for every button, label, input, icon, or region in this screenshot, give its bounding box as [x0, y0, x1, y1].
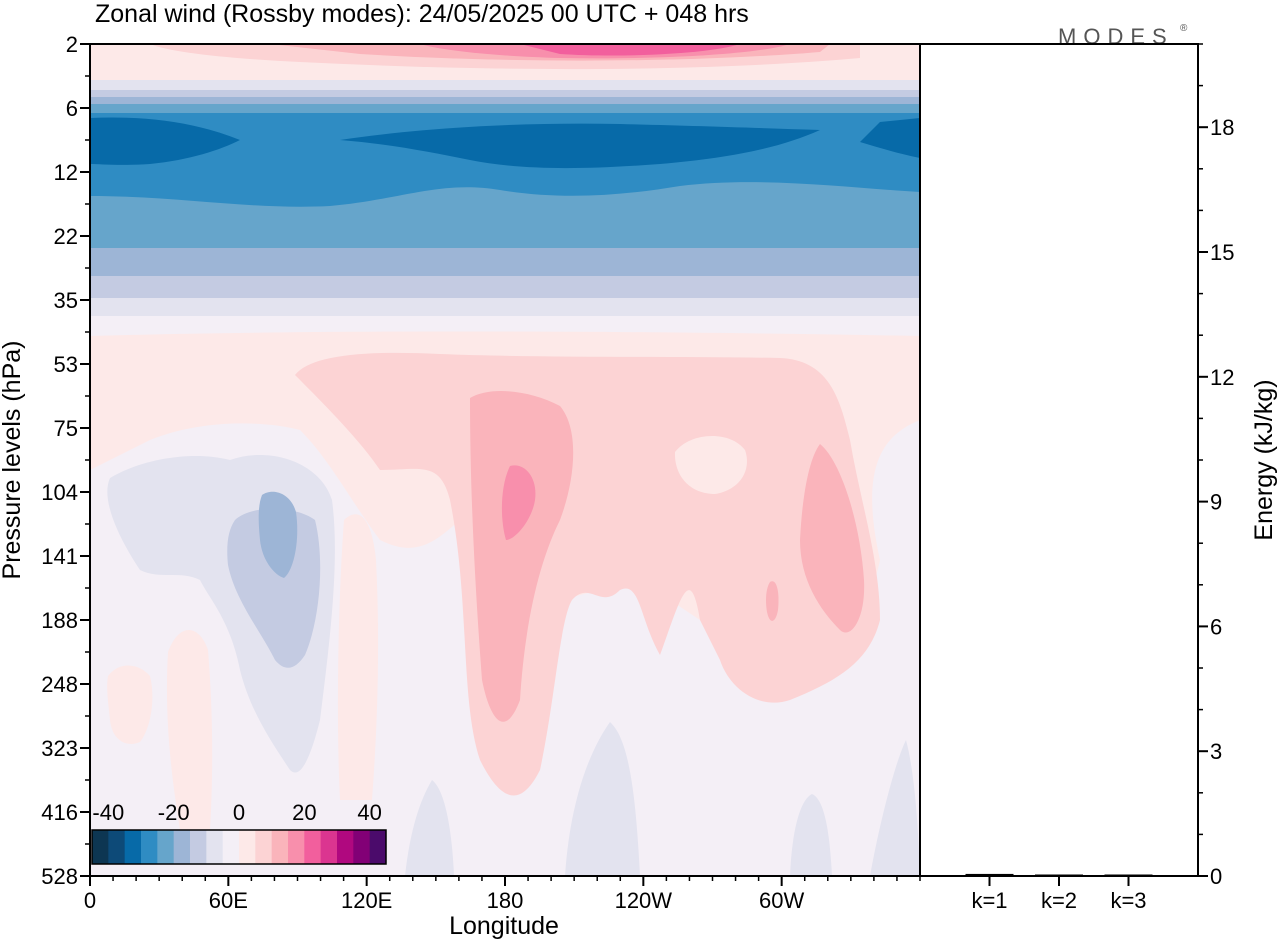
brand-registered-mark: ® — [1180, 23, 1188, 34]
colorbar-swatch — [288, 830, 305, 864]
colorbar-swatch — [320, 830, 338, 864]
y-tick-label: 12 — [54, 160, 78, 185]
energy-bars — [965, 873, 1153, 876]
contour-lower-easterly-3 — [790, 794, 832, 876]
colorbar-tick-label: 0 — [233, 800, 245, 825]
y-tick-label: 188 — [41, 608, 78, 633]
y-tick-label: 53 — [54, 352, 78, 377]
colorbar-tick-label: -20 — [158, 800, 190, 825]
contour-easterly-pocket-mid — [227, 508, 321, 668]
wavenumber-axis: k=1 k=2 k=3 — [971, 876, 1147, 913]
longitude-axis: 0 60E 120E 180 120W 60W — [84, 876, 921, 913]
contour-transition-3 — [90, 97, 920, 105]
energy-tick-label: 3 — [1210, 739, 1222, 764]
colorbar: -40 -20 0 20 40 — [91, 800, 387, 865]
colorbar-swatch — [206, 830, 224, 864]
energy-tick-label: 18 — [1210, 115, 1234, 140]
contour-lower-easterly-1 — [405, 780, 454, 876]
energy-bar — [965, 873, 1014, 876]
colorbar-swatch — [239, 830, 256, 864]
colorbar-swatch — [108, 830, 126, 864]
colorbar-swatch — [141, 830, 158, 864]
energy-tick-label: 6 — [1210, 614, 1222, 639]
contour-lower-easterly-2 — [90, 276, 920, 298]
x-tick-label: 180 — [487, 888, 524, 913]
energy-tick-label: 9 — [1210, 490, 1222, 515]
colorbar-swatch — [353, 830, 371, 864]
y-tick-label: 2 — [66, 32, 78, 57]
colorbar-swatch — [190, 830, 207, 864]
contour-easterly-pocket-core — [258, 491, 298, 578]
chart-title: Zonal wind (Rossby modes): 24/05/2025 00… — [95, 0, 749, 28]
y-tick-label: 6 — [66, 96, 78, 121]
x-axis-label: Longitude — [449, 912, 559, 940]
pressure-axis: 2 6 12 22 35 53 75 104 141 188 248 323 416 528 — [41, 32, 90, 889]
contour-lower-easterly-3 — [90, 298, 920, 316]
energy-bar — [1104, 874, 1153, 876]
contour-transition-2 — [90, 90, 920, 98]
contour-easterly-jet-inner-1 — [90, 117, 240, 165]
colorbar-swatch — [222, 830, 240, 864]
colorbar-swatch — [92, 830, 109, 864]
y-tick-label: 248 — [41, 672, 78, 697]
energy-axis-label: Energy (kJ/kg) — [1250, 379, 1278, 540]
y-tick-label: 35 — [54, 288, 78, 313]
contour-lower-westerly-2 — [166, 629, 213, 830]
colorbar-swatch — [271, 830, 289, 864]
contour-lower-westerly-1 — [107, 665, 153, 744]
x-tick-label: 120W — [615, 888, 673, 913]
y-tick-label: 75 — [54, 416, 78, 441]
y-tick-label: 323 — [41, 736, 78, 761]
colorbar-swatch — [369, 830, 387, 864]
contour-westerly-max-1 — [470, 391, 574, 722]
y-tick-label: 141 — [41, 544, 78, 569]
contour-upper-westerly-4 — [520, 44, 740, 56]
brand-logo: MODES — [1058, 24, 1174, 49]
contour-lower-easterly-4 — [870, 740, 920, 876]
y-tick-label: 416 — [41, 800, 78, 825]
energy-tick-label: 15 — [1210, 240, 1234, 265]
x-tick-label: 0 — [84, 888, 96, 913]
contour-easterly-jet-inner-3 — [860, 118, 920, 158]
contour-lower-easterly-2 — [565, 722, 640, 876]
bar-category-label: k=1 — [971, 888, 1007, 913]
contour-transition-4 — [90, 104, 920, 112]
contour-weak-pocket — [674, 435, 747, 494]
contour-transition-1 — [90, 80, 920, 92]
bar-category-label: k=3 — [1110, 888, 1146, 913]
y-tick-label: 528 — [41, 864, 78, 889]
bar-category-label: k=2 — [1041, 888, 1077, 913]
energy-panel-frame — [919, 43, 1199, 877]
contour-lower-easterly-1 — [90, 248, 920, 276]
energy-axis: 0 3 6 9 12 15 18 — [1198, 43, 1234, 889]
colorbar-swatch — [337, 830, 354, 864]
y-tick-label: 104 — [41, 480, 78, 505]
contour-easterly-jet-inner-2 — [340, 123, 820, 169]
contour-westerly-max-3 — [766, 581, 779, 621]
colorbar-tick-label: 40 — [357, 800, 381, 825]
y-axis-label: Pressure levels (hPa) — [0, 341, 26, 580]
contour-lower-westerly-3 — [337, 514, 379, 800]
colorbar-tick-label: 20 — [292, 800, 316, 825]
colorbar-tick-label: -40 — [92, 800, 124, 825]
y-tick-label: 22 — [54, 224, 78, 249]
contour-field — [90, 44, 920, 876]
colorbar-frame — [91, 829, 387, 865]
x-tick-label: 120E — [341, 888, 392, 913]
contour-westerly-max-2 — [800, 444, 865, 633]
energy-tick-label: 0 — [1210, 864, 1222, 889]
colorbar-swatch — [124, 830, 142, 864]
colorbar-swatch — [157, 830, 175, 864]
energy-bar — [1035, 874, 1083, 876]
colorbar-swatch — [304, 830, 322, 864]
x-tick-label: 60W — [759, 888, 804, 913]
x-tick-label: 60E — [209, 888, 248, 913]
colorbar-swatch — [255, 830, 273, 864]
contour-westerly-max-1-core — [501, 465, 536, 540]
energy-tick-label: 12 — [1210, 365, 1234, 390]
colorbar-swatch — [173, 830, 191, 864]
